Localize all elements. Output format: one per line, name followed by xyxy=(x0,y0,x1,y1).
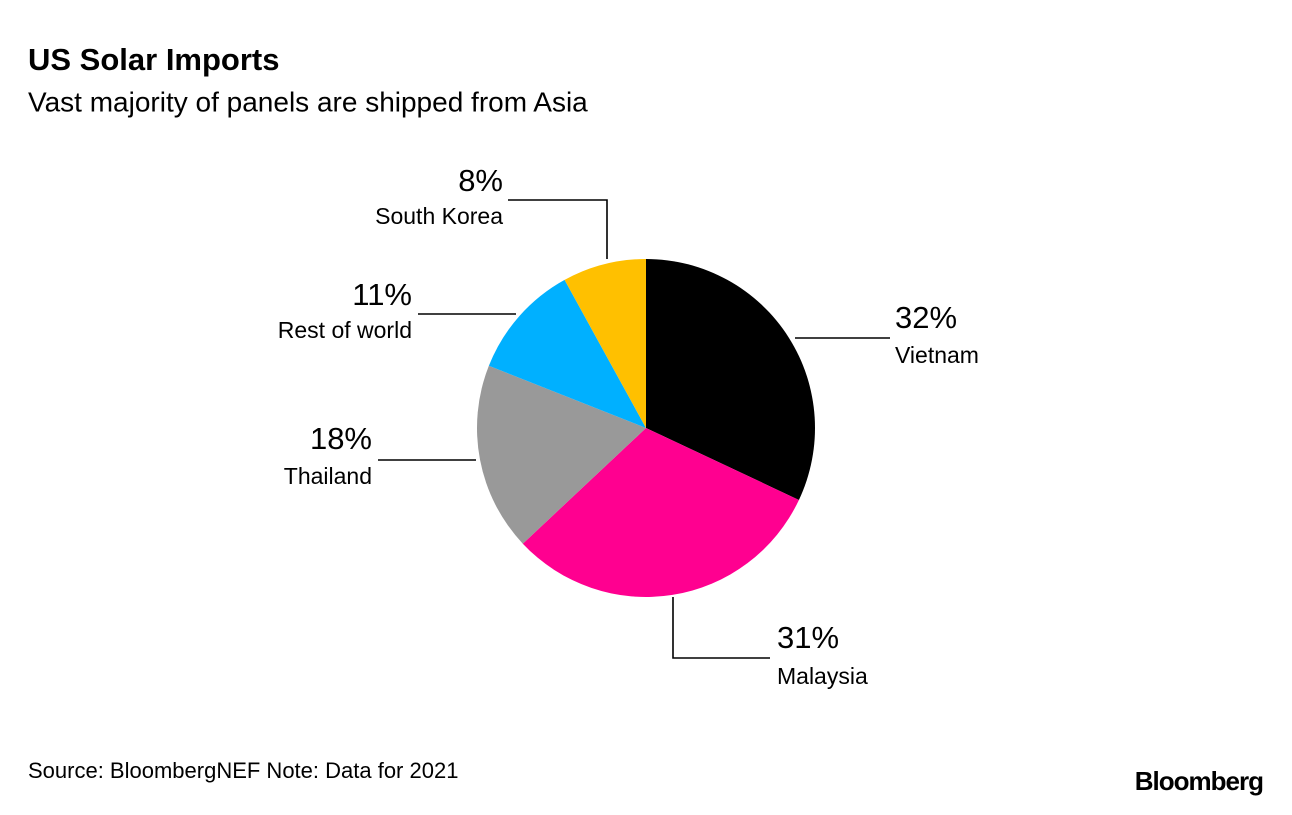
category-label: Malaysia xyxy=(777,663,868,689)
leader-line xyxy=(672,597,770,659)
value-label: 18% xyxy=(310,421,372,456)
pie-slice xyxy=(646,259,815,500)
category-label: Thailand xyxy=(284,463,372,489)
chart-title: US Solar Imports xyxy=(28,42,280,77)
category-label: Vietnam xyxy=(895,342,979,368)
brand-logo: Bloomberg xyxy=(1135,766,1263,796)
value-label: 11% xyxy=(352,277,412,312)
pie-slice xyxy=(488,279,646,428)
category-label: South Korea xyxy=(375,203,503,229)
source-note: Source: BloombergNEF Note: Data for 2021 xyxy=(28,758,458,783)
value-label: 8% xyxy=(458,163,503,198)
value-label: 32% xyxy=(895,300,957,335)
pie-slice xyxy=(564,259,646,428)
pie-slice xyxy=(522,428,799,597)
pie-slice xyxy=(477,365,646,544)
category-label: Rest of world xyxy=(278,317,412,343)
value-label: 31% xyxy=(777,620,839,655)
chart-subtitle: Vast majority of panels are shipped from… xyxy=(28,86,588,117)
leader-line xyxy=(508,199,608,259)
